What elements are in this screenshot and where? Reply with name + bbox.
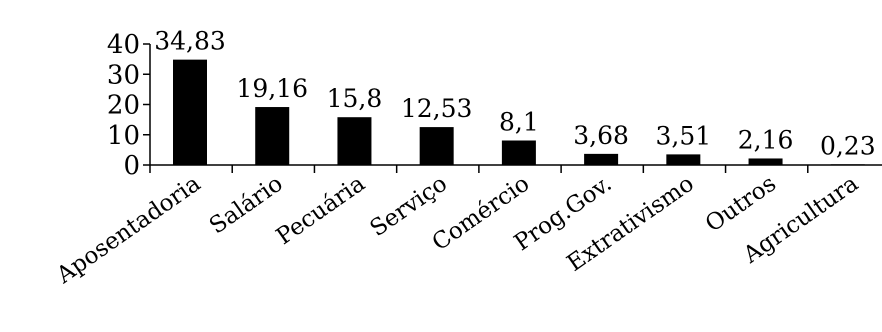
data-label: 0,23 <box>820 131 876 160</box>
y-tick-label: 10 <box>107 121 140 151</box>
bars <box>173 59 865 166</box>
data-labels: 34,83 19,16 15,8 12,53 8,1 3,68 3,51 2,16 0,23 <box>154 27 875 161</box>
category-label: Aposentadoria <box>51 170 205 289</box>
bar-outros <box>748 158 783 165</box>
bar-com-rcio <box>501 140 536 165</box>
data-label: 19,16 <box>236 74 308 103</box>
bar-prog-gov- <box>584 153 619 165</box>
bar-sal-rio <box>255 107 290 165</box>
y-tick-label: 40 <box>107 30 140 60</box>
bar-pecu-ria <box>337 117 372 165</box>
data-label: 15,8 <box>327 84 383 113</box>
data-label: 2,16 <box>738 125 794 154</box>
x-axis <box>149 164 882 173</box>
data-label: 34,83 <box>154 27 226 56</box>
bar-servi-o <box>419 127 454 165</box>
bar-extrativismo <box>666 154 701 165</box>
y-tick-label: 0 <box>123 151 140 181</box>
category-label: Pecuária <box>272 170 370 250</box>
data-label: 8,1 <box>499 107 539 136</box>
y-tick-label: 20 <box>107 91 140 121</box>
y-tick-label: 30 <box>107 60 140 90</box>
data-label: 3,68 <box>573 121 629 150</box>
bar-aposentadoria <box>173 59 207 165</box>
category-labels: Aposentadoria SalárioPecuáriaServiçoComér… <box>51 170 863 289</box>
data-label: 12,53 <box>401 94 473 123</box>
bar-agricultura <box>830 164 865 166</box>
data-label: 3,51 <box>655 121 711 150</box>
